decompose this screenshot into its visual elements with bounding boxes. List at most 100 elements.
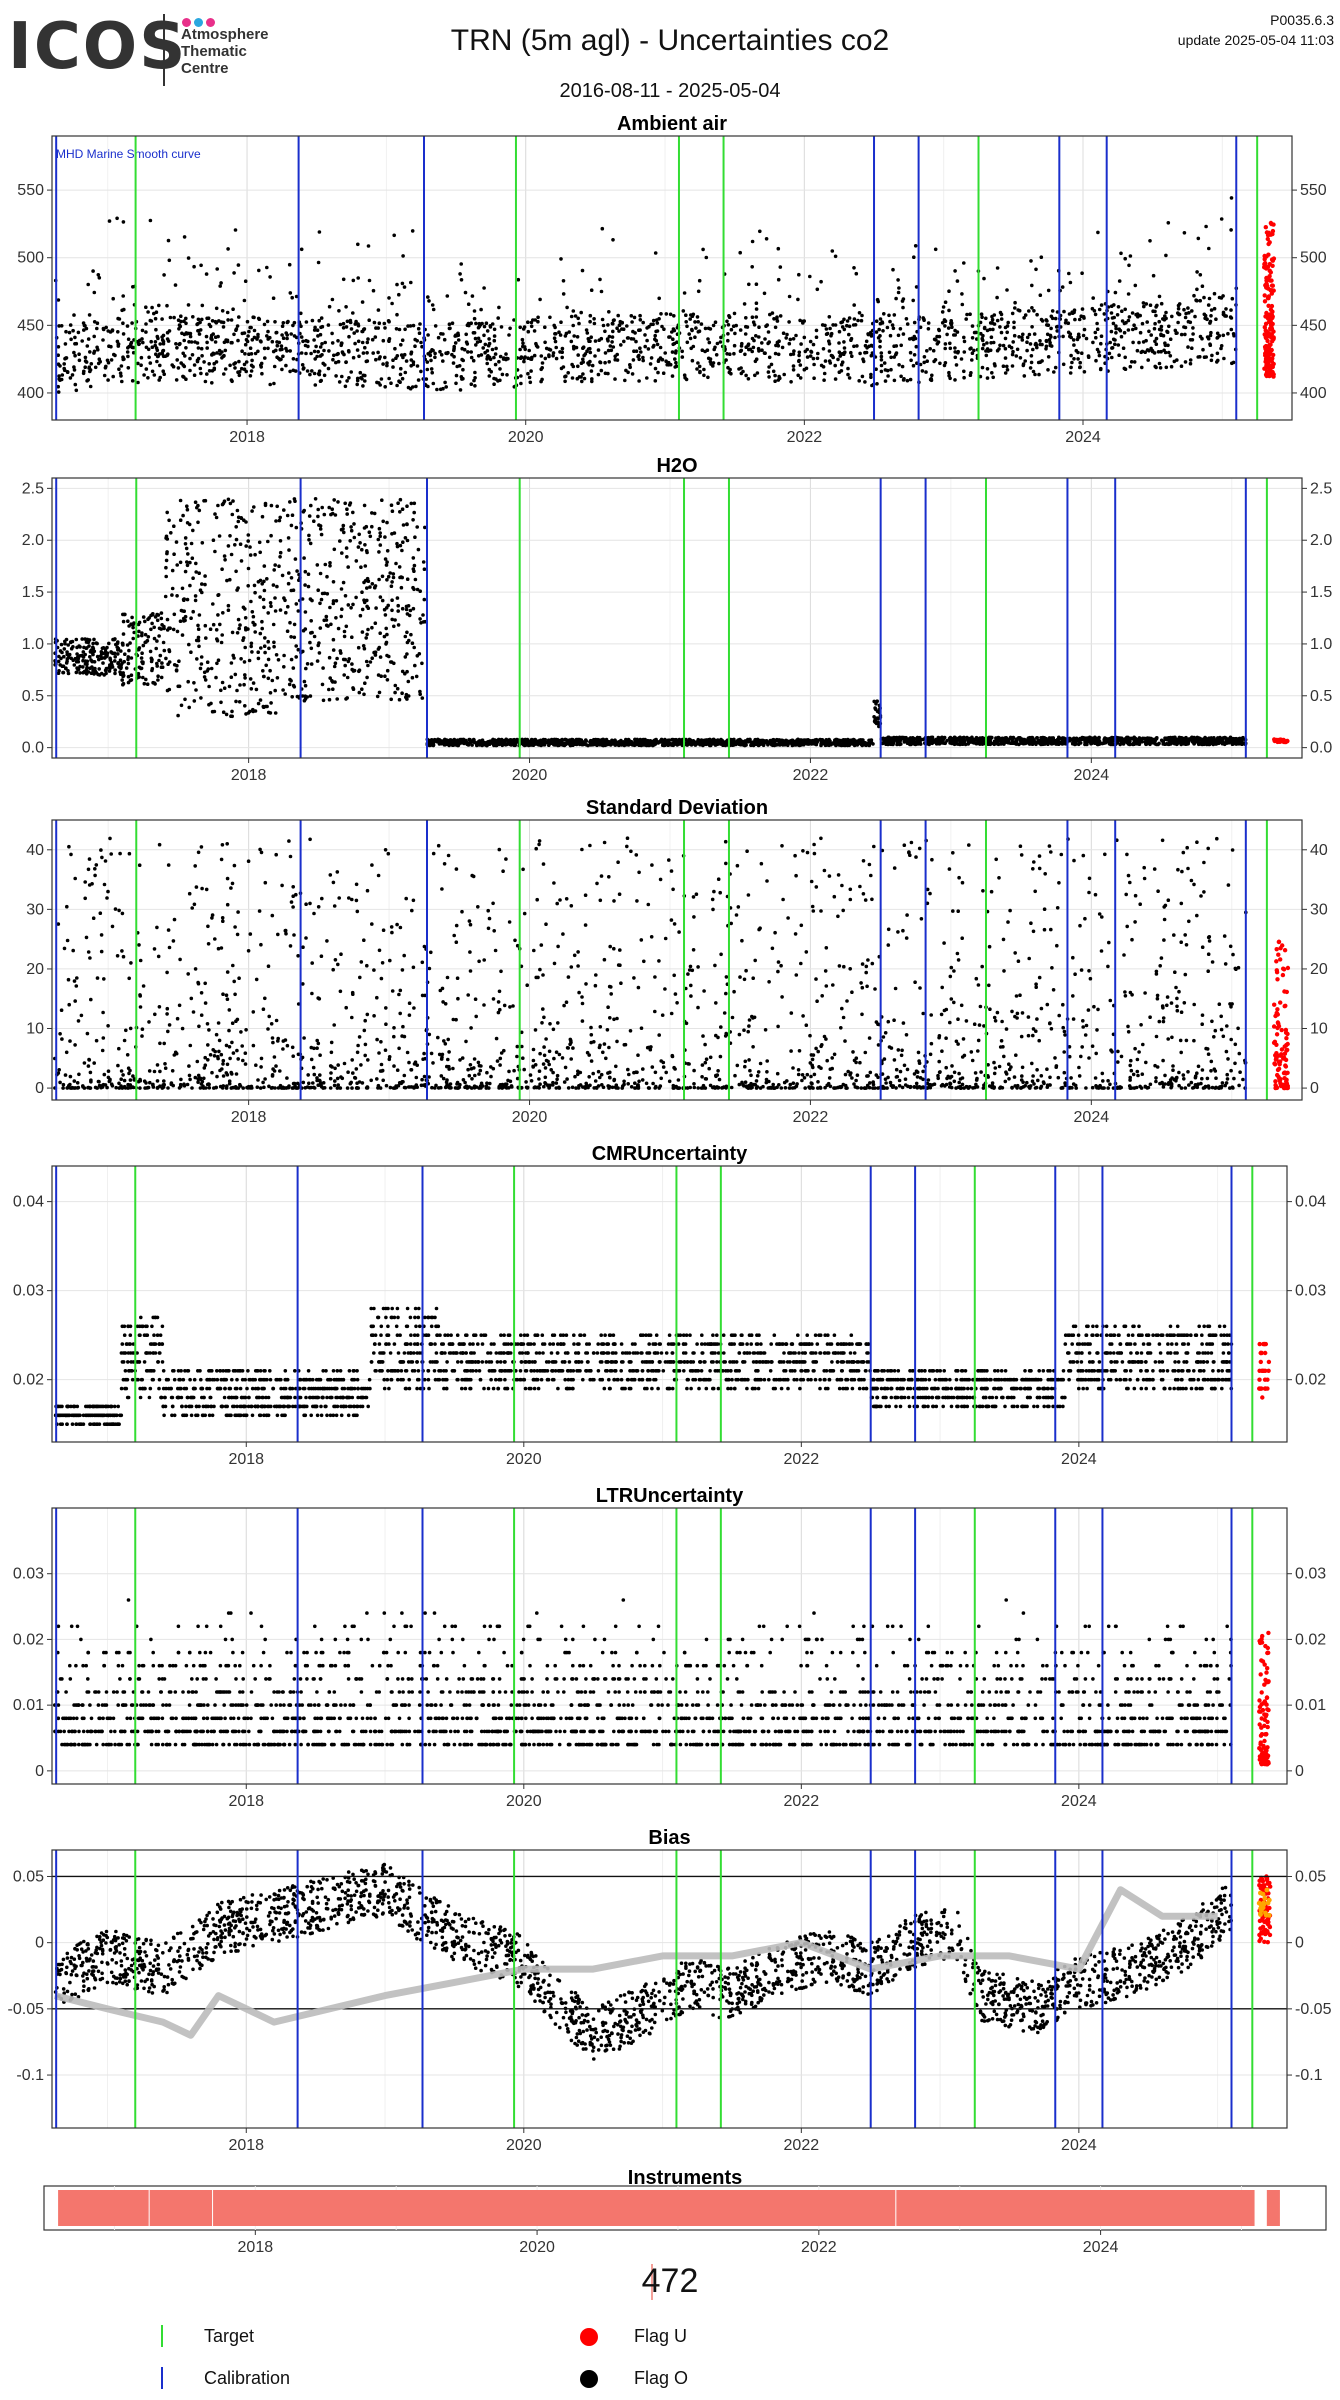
data-point	[357, 669, 361, 674]
data-point	[164, 558, 169, 563]
data-point	[776, 246, 781, 251]
data-point	[395, 596, 400, 600]
data-point	[78, 671, 82, 675]
data-point	[823, 359, 828, 363]
data-point	[358, 541, 362, 545]
data-point	[128, 641, 132, 645]
data-point	[816, 351, 820, 356]
data-point	[237, 359, 241, 364]
data-point	[1003, 346, 1008, 351]
data-point	[155, 359, 159, 364]
data-point	[351, 355, 356, 360]
data-point	[313, 497, 318, 501]
data-point	[399, 343, 403, 347]
data-point	[1021, 332, 1025, 337]
data-point	[189, 541, 194, 546]
data-point	[593, 738, 598, 743]
data-point	[291, 666, 296, 670]
y-tick-label: 1.5	[1310, 584, 1332, 601]
data-point	[214, 515, 219, 520]
data-point	[409, 501, 414, 506]
data-point	[302, 679, 307, 684]
data-point	[496, 741, 501, 746]
data-point	[250, 509, 254, 513]
data-point	[1071, 338, 1076, 342]
data-point	[754, 307, 759, 311]
data-point	[942, 318, 947, 322]
data-point	[310, 369, 314, 373]
data-point	[513, 740, 518, 745]
icos-logo: ICOS	[8, 10, 188, 84]
data-point	[1095, 321, 1099, 326]
data-point	[290, 295, 295, 300]
data-point	[162, 648, 167, 653]
data-point	[943, 342, 948, 346]
data-point	[316, 334, 320, 338]
data-point	[281, 321, 286, 325]
data-point	[377, 321, 382, 326]
data-point	[1031, 369, 1036, 374]
data-point	[969, 346, 973, 351]
data-point	[345, 675, 350, 680]
data-point	[1006, 320, 1010, 325]
data-point	[1229, 196, 1234, 200]
data-point	[387, 319, 391, 324]
chart-title: H2O	[656, 455, 697, 477]
data-point	[1113, 342, 1117, 347]
data-point	[68, 323, 73, 327]
chart-annotation: MHD Marine Smooth curve	[56, 147, 201, 161]
data-point	[1113, 338, 1117, 342]
data-point	[281, 336, 286, 341]
data-point	[272, 381, 276, 386]
data-point	[1012, 325, 1016, 330]
data-point	[1001, 364, 1006, 369]
data-point	[271, 622, 276, 627]
data-point	[141, 615, 146, 619]
data-point	[372, 320, 377, 325]
data-point	[263, 503, 268, 508]
data-point	[699, 740, 704, 744]
data-point	[1186, 306, 1190, 310]
data-point	[232, 332, 236, 337]
data-point	[651, 345, 655, 349]
data-point	[410, 229, 415, 233]
data-point	[196, 346, 201, 350]
data-point	[1082, 327, 1087, 332]
data-point	[581, 345, 586, 350]
data-point	[287, 548, 291, 552]
data-point	[346, 603, 351, 607]
data-point	[165, 330, 170, 335]
data-point	[794, 333, 798, 338]
data-point	[142, 373, 146, 377]
data-point	[362, 580, 366, 585]
data-point	[940, 321, 945, 325]
data-point	[788, 337, 793, 342]
data-point	[154, 327, 158, 332]
data-point	[179, 703, 184, 708]
data-point	[739, 366, 743, 370]
data-point	[83, 355, 88, 360]
data-point	[726, 323, 731, 327]
data-point	[995, 295, 999, 300]
data-point	[1164, 253, 1168, 258]
data-point	[796, 297, 800, 302]
data-point	[315, 659, 320, 663]
data-point	[159, 675, 164, 680]
data-point	[366, 579, 371, 583]
data-point	[962, 339, 967, 344]
data-point	[1094, 358, 1098, 363]
data-point	[479, 307, 483, 312]
data-point	[172, 552, 176, 556]
data-point	[225, 310, 230, 315]
data-point	[626, 336, 630, 340]
data-point	[796, 373, 800, 378]
data-point	[1069, 335, 1073, 340]
data-point	[852, 266, 856, 270]
data-point	[998, 325, 1002, 329]
data-point	[1182, 231, 1187, 235]
data-point	[441, 359, 445, 363]
data-point	[726, 338, 730, 343]
data-point	[962, 335, 966, 340]
data-point	[222, 686, 227, 690]
data-point	[273, 609, 278, 613]
